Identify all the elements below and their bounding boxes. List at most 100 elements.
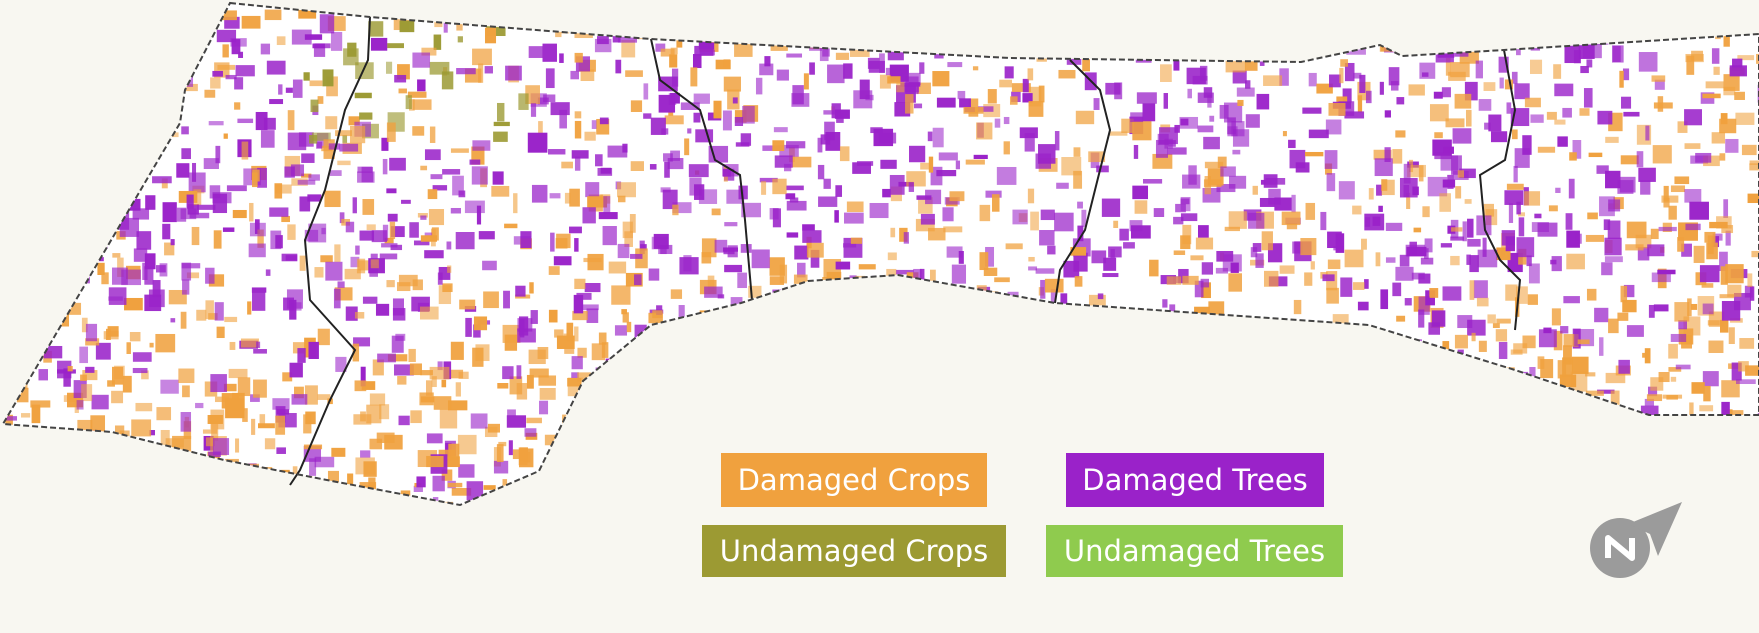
damage-patch bbox=[1385, 395, 1390, 401]
damage-patch bbox=[622, 221, 633, 239]
compass-n bbox=[1605, 535, 1635, 561]
damage-patch bbox=[167, 492, 181, 505]
damage-patch bbox=[55, 222, 72, 228]
damage-patch bbox=[1612, 45, 1621, 62]
damage-patch bbox=[308, 341, 319, 359]
damage-patch bbox=[971, 28, 987, 44]
damage-patch bbox=[1601, 262, 1613, 276]
damage-patch bbox=[1450, 236, 1464, 241]
damage-patch bbox=[76, 400, 84, 410]
damage-patch bbox=[1652, 145, 1672, 164]
damage-patch bbox=[1235, 318, 1243, 328]
damage-patch bbox=[1289, 149, 1306, 169]
region-fill bbox=[3, 3, 1759, 505]
damage-patch bbox=[88, 450, 94, 465]
damage-patch bbox=[1475, 407, 1482, 421]
damage-patch bbox=[1197, 92, 1214, 103]
damage-patch bbox=[843, 308, 852, 324]
damage-patch bbox=[518, 481, 539, 499]
damage-patch bbox=[316, 141, 323, 149]
damage-patch bbox=[304, 34, 323, 40]
damage-patch bbox=[1622, 299, 1637, 313]
damage-patch bbox=[1512, 398, 1533, 405]
damage-patch bbox=[895, 269, 914, 275]
damage-patch bbox=[1342, 88, 1352, 103]
damage-patch bbox=[311, 132, 331, 141]
damage-patch bbox=[303, 414, 312, 434]
damage-patch bbox=[1123, 242, 1135, 249]
damage-patch bbox=[1113, 423, 1131, 430]
damage-patch bbox=[270, 230, 282, 250]
damage-patch bbox=[107, 380, 115, 387]
damage-patch bbox=[1340, 277, 1353, 297]
damage-patch bbox=[368, 21, 384, 37]
damage-patch bbox=[135, 63, 152, 80]
damage-patch bbox=[1154, 431, 1166, 444]
damage-patch bbox=[131, 490, 148, 500]
damage-patch bbox=[250, 394, 260, 402]
damage-patch bbox=[1052, 443, 1065, 456]
damage-patch bbox=[1518, 217, 1525, 237]
damage-patch bbox=[1275, 32, 1289, 39]
damage-patch bbox=[1304, 272, 1313, 286]
damage-patch bbox=[1585, 372, 1596, 377]
damage-patch bbox=[1180, 423, 1195, 437]
damage-patch bbox=[154, 12, 169, 22]
damage-patch bbox=[606, 4, 617, 10]
damage-patch bbox=[1719, 153, 1726, 161]
damage-patch bbox=[272, 398, 290, 410]
damage-patch bbox=[217, 64, 236, 70]
damage-patch bbox=[181, 262, 192, 281]
damage-patch bbox=[569, 188, 580, 207]
damage-patch bbox=[949, 321, 961, 339]
damage-patch bbox=[1200, 278, 1210, 288]
damage-patch bbox=[1081, 16, 1096, 23]
damage-patch bbox=[5, 327, 14, 337]
damage-patch bbox=[469, 159, 481, 165]
damage-patch bbox=[1737, 444, 1748, 451]
damage-patch bbox=[1040, 279, 1046, 299]
damage-patch bbox=[649, 435, 659, 455]
damage-patch bbox=[1682, 474, 1693, 493]
damage-patch bbox=[1640, 405, 1659, 423]
damage-patch bbox=[38, 369, 48, 381]
damage-patch bbox=[133, 248, 148, 262]
damage-patch bbox=[1653, 304, 1669, 312]
damage-patch bbox=[95, 440, 102, 460]
damage-patch bbox=[1077, 225, 1084, 242]
damage-patch bbox=[20, 77, 27, 87]
damage-patch bbox=[608, 261, 627, 274]
damage-patch bbox=[1422, 489, 1429, 504]
damage-patch bbox=[8, 221, 15, 229]
damage-patch bbox=[948, 416, 956, 424]
damage-patch bbox=[91, 394, 109, 410]
damage-patch bbox=[1442, 449, 1462, 466]
damage-patch bbox=[1112, 409, 1132, 423]
damage-patch bbox=[844, 391, 857, 399]
damage-patch bbox=[543, 94, 556, 103]
damage-patch bbox=[661, 470, 679, 479]
damage-patch bbox=[283, 493, 289, 505]
damage-patch bbox=[883, 355, 890, 373]
damage-patch bbox=[188, 172, 206, 193]
damage-patch bbox=[1160, 64, 1172, 82]
damage-patch bbox=[1130, 112, 1143, 123]
damage-patch bbox=[734, 110, 747, 123]
damage-patch bbox=[1720, 113, 1728, 125]
damage-patch bbox=[1458, 31, 1472, 39]
damage-patch bbox=[119, 430, 130, 443]
damage-patch bbox=[370, 504, 382, 505]
damage-patch bbox=[779, 264, 788, 284]
damage-patch bbox=[4, 344, 25, 352]
damage-patch bbox=[327, 481, 336, 500]
damage-patch bbox=[439, 409, 458, 429]
damage-patch bbox=[916, 299, 928, 320]
damage-patch bbox=[1695, 152, 1712, 163]
damage-patch bbox=[284, 166, 295, 178]
damage-patch bbox=[409, 222, 419, 238]
damage-patch bbox=[1324, 500, 1331, 505]
damage-patch bbox=[969, 413, 979, 424]
damage-patch bbox=[1592, 410, 1611, 420]
damage-patch bbox=[83, 180, 91, 190]
damage-patch bbox=[131, 103, 151, 123]
